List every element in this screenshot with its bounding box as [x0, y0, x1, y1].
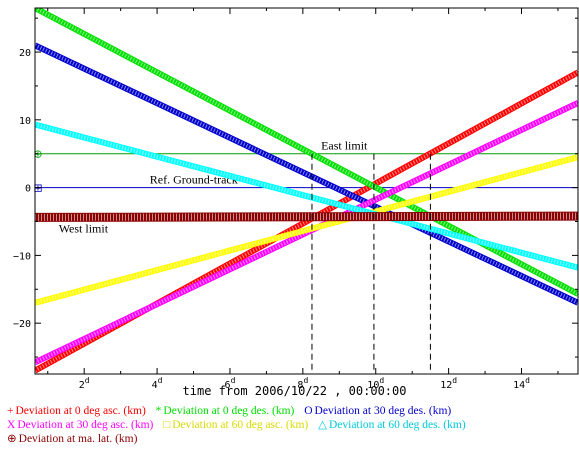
- y-tick-label: −10: [13, 251, 31, 262]
- legend-item-60-des: △ Deviation at 60 deg des. (km): [318, 418, 466, 432]
- legend-item-0-des: * Deviation at 0 deg des. (km): [156, 404, 295, 418]
- x-tick-label: 2d: [79, 376, 90, 391]
- y-tick-label: −20: [13, 319, 31, 330]
- plot-frame: [34, 7, 579, 375]
- legend-symbol: *: [155, 405, 162, 417]
- legend-item-0-asc: + Deviation at 0 deg asc. (km): [7, 404, 146, 418]
- legend-symbol: O: [304, 405, 313, 417]
- x-tick-label-sup: d: [85, 376, 90, 385]
- legend-label: Deviation at 30 deg des. (km): [314, 405, 452, 417]
- legend-label: Deviation at 30 deg asc. (km): [17, 419, 154, 431]
- reference-line-label: West limit: [59, 221, 109, 235]
- legend-label: Deviation at 0 deg des. (km): [163, 405, 295, 417]
- series-line-texture: [35, 70, 578, 373]
- legend-row: + Deviation at 0 deg asc. (km) * Deviation…: [7, 404, 473, 418]
- series-line-texture: [35, 212, 578, 221]
- legend-row: X Deviation at 30 deg asc. (km) □ Deviatio…: [7, 418, 473, 432]
- legend-symbol: X: [7, 419, 16, 431]
- legend-item-30-des: O Deviation at 30 deg des. (km): [304, 404, 451, 418]
- series-line-texture: [35, 8, 578, 296]
- series-line-texture: [35, 43, 578, 305]
- legend-item-60-asc: □ Deviation at 60 deg asc. (km): [163, 418, 308, 432]
- series-line-texture: [35, 122, 578, 270]
- legend-symbol: △: [318, 419, 327, 431]
- x-tick-label-sup: d: [452, 376, 457, 385]
- legend: + Deviation at 0 deg asc. (km) * Deviation…: [7, 404, 473, 446]
- reference-line-label: Ref. Ground-track: [150, 173, 238, 187]
- legend-label: Deviation at 0 deg asc. (km): [15, 405, 146, 417]
- x-axis-label: time from 2006/10/22 , 00:00:00: [183, 384, 407, 398]
- x-tick-label-sup: d: [231, 376, 236, 385]
- y-tick-label: 0: [25, 184, 31, 195]
- x-tick-label-sup: d: [158, 376, 163, 385]
- x-tick-label-sup: d: [525, 376, 530, 385]
- x-tick-label: 6d: [225, 376, 236, 391]
- legend-label: Deviation at ma. lat. (km): [18, 433, 138, 445]
- x-tick-label: 12d: [440, 376, 457, 391]
- y-tick-label: 10: [19, 116, 31, 127]
- legend-symbol: ⊕: [7, 433, 17, 445]
- legend-item-30-asc: X Deviation at 30 deg asc. (km): [7, 418, 153, 432]
- reference-line-label: East limit: [321, 139, 368, 153]
- x-tick-label: 8d: [297, 376, 308, 391]
- legend-label: Deviation at 60 deg des. (km): [328, 419, 466, 431]
- legend-row: ⊕ Deviation at ma. lat. (km): [7, 432, 473, 446]
- legend-symbol: +: [7, 405, 14, 417]
- y-tick-label: 20: [19, 48, 31, 59]
- legend-label: Deviation at 60 deg asc. (km): [172, 419, 309, 431]
- x-tick-label-sup: d: [379, 376, 384, 385]
- x-tick-label-sup: d: [303, 376, 308, 385]
- series-line-texture: [35, 155, 578, 305]
- legend-item-ma-lat: ⊕ Deviation at ma. lat. (km): [7, 432, 137, 446]
- x-tick-label: 4d: [152, 376, 163, 391]
- x-tick-label: 14d: [513, 376, 530, 391]
- legend-symbol: □: [163, 419, 171, 431]
